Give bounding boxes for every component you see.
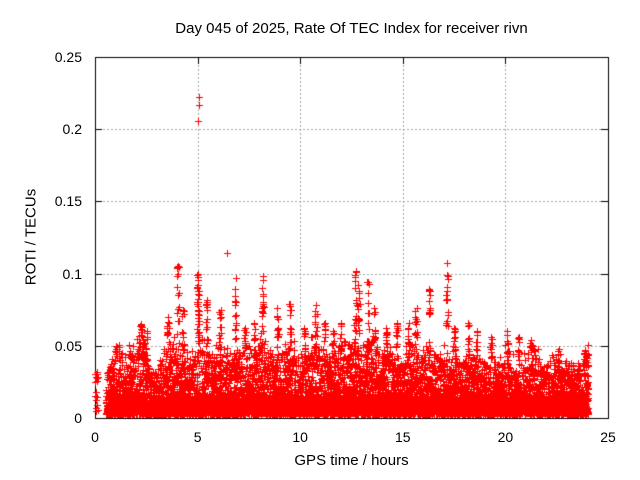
y-tick-label: 0.1 <box>62 265 82 282</box>
y-tick-label: 0.15 <box>54 193 82 210</box>
x-axis-label: GPS time / hours <box>294 452 409 469</box>
chart-title: Day 045 of 2025, Rate Of TEC Index for r… <box>175 20 528 37</box>
y-tick-label: 0 <box>74 410 82 426</box>
x-tick-label: 5 <box>193 429 202 445</box>
x-tick-label: 20 <box>497 429 514 445</box>
x-tick-label: 15 <box>395 429 411 445</box>
y-tick-label: 0.05 <box>54 337 82 354</box>
x-tick-label: 25 <box>600 429 616 445</box>
y-tick-label: 0.25 <box>54 49 82 65</box>
x-tick-label: 10 <box>292 429 308 445</box>
x-tick-label: 0 <box>91 429 99 445</box>
y-tick-label: 0.2 <box>62 121 82 138</box>
